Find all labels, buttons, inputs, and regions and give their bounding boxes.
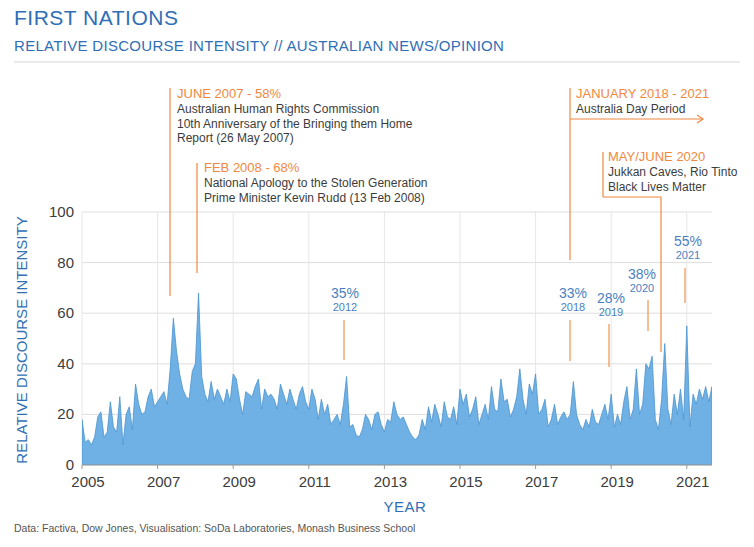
leader-line	[602, 152, 603, 197]
annotation-title: FEB 2008 - 68%	[204, 160, 300, 175]
x-tick	[535, 465, 536, 469]
title: FIRST NATIONS	[14, 6, 178, 29]
y-tick-label: 40	[57, 355, 74, 372]
peak-year: 2021	[676, 249, 700, 261]
annotation-title: MAY/JUNE 2020	[608, 149, 705, 164]
x-tick	[611, 465, 612, 469]
peak-label: 33%	[559, 285, 587, 301]
area	[82, 293, 712, 465]
leader-line	[196, 163, 197, 273]
x-tick	[157, 465, 158, 469]
annotation-title: JANUARY 2018 - 2021	[576, 86, 709, 101]
peak-leader	[608, 324, 609, 367]
grid-line	[82, 465, 712, 466]
peak-label: 55%	[674, 233, 702, 249]
peak-leader	[569, 320, 570, 361]
peak-year: 2012	[333, 301, 357, 313]
source: Data: Factiva, Dow Jones, Visualisation:…	[14, 522, 415, 534]
grid-line	[82, 212, 712, 213]
y-tick-label: 0	[66, 456, 74, 473]
x-tick-label: 2009	[223, 473, 256, 490]
peak-leader	[647, 300, 648, 331]
annotation-text: Australian Human Rights Commission	[177, 102, 379, 116]
leader-line	[569, 88, 570, 260]
peak-leader	[343, 320, 344, 360]
x-tick-label: 2011	[299, 473, 331, 490]
leader-line	[603, 196, 661, 197]
x-tick	[233, 465, 234, 469]
annotation-text: Jukkan Caves, Rio Tinto	[608, 165, 738, 179]
x-tick-label: 2019	[601, 473, 634, 490]
peak-label: 28%	[597, 290, 625, 306]
y-tick-label: 80	[57, 254, 74, 271]
annotation-text: Prime Minister Kevin Rudd (13 Feb 2008)	[204, 191, 425, 205]
x-tick	[459, 465, 460, 469]
y-axis-label: RELATIVE DISCOURSE INTENSITY	[13, 216, 30, 463]
annotation-text: Black Lives Matter	[608, 180, 706, 194]
peak-year: 2018	[561, 301, 585, 313]
peak-label: 38%	[628, 266, 656, 282]
divider	[14, 62, 740, 63]
y-tick-label: 20	[57, 405, 74, 422]
x-tick-label: 2013	[374, 473, 407, 490]
annotation-title: JUNE 2007 - 58%	[177, 86, 281, 101]
peak-year: 2019	[599, 306, 623, 318]
leader-line	[570, 118, 703, 119]
peak-year: 2020	[630, 282, 654, 294]
peak-leader	[684, 268, 685, 303]
x-tick-label: 2021	[676, 473, 709, 490]
chart: FIRST NATIONS RELATIVE DISCOURSE INTENSIT…	[0, 0, 754, 547]
x-axis-label: YEAR	[384, 498, 427, 515]
x-tick-label: 2017	[525, 473, 558, 490]
annotation-text: National Apology to the Stolen Generatio…	[204, 176, 428, 190]
grid-line	[384, 212, 385, 465]
arrow-head	[697, 115, 703, 123]
x-tick	[384, 465, 385, 469]
plot-area	[82, 293, 712, 465]
leader-line	[169, 88, 170, 296]
y-tick-label: 100	[49, 203, 74, 220]
x-tick-label: 2015	[449, 473, 482, 490]
subtitle: RELATIVE DISCOURSE INTENSITY // AUSTRALI…	[14, 37, 504, 54]
x-axis	[82, 465, 712, 466]
x-tick	[82, 465, 83, 469]
annotation-text: Australia Day Period	[576, 102, 685, 116]
x-tick-label: 2007	[147, 473, 180, 490]
leader-line	[660, 197, 661, 352]
y-tick-label: 60	[57, 304, 74, 321]
peak-label: 35%	[331, 285, 359, 301]
grid-line	[82, 262, 712, 263]
x-tick	[686, 465, 687, 469]
x-tick	[308, 465, 309, 469]
annotation-text: 10th Anniversary of the Bringing them Ho…	[177, 117, 413, 131]
x-tick-label: 2005	[71, 473, 104, 490]
annotation-text: Report (26 May 2007)	[177, 131, 294, 145]
